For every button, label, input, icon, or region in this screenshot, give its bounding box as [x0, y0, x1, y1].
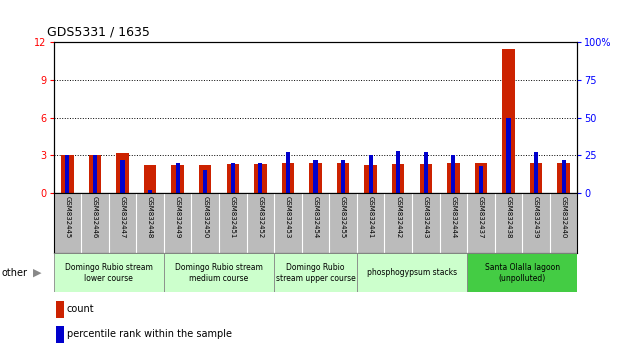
Text: count: count: [67, 304, 95, 314]
Text: GSM832450: GSM832450: [203, 196, 208, 238]
Text: GSM832453: GSM832453: [285, 196, 291, 238]
Text: ▶: ▶: [33, 268, 42, 278]
Text: GSM832449: GSM832449: [175, 196, 180, 238]
Bar: [116, 153, 129, 193]
Text: GSM832441: GSM832441: [368, 196, 374, 238]
Bar: [557, 163, 570, 193]
Bar: [479, 166, 483, 193]
Bar: [467, 253, 577, 292]
Bar: [451, 155, 456, 193]
Bar: [66, 155, 69, 193]
Text: GSM832440: GSM832440: [560, 196, 567, 238]
Bar: [396, 151, 400, 193]
Text: Domingo Rubio
stream upper course: Domingo Rubio stream upper course: [276, 263, 355, 282]
Bar: [227, 164, 239, 193]
Bar: [369, 155, 373, 193]
Bar: [89, 155, 101, 193]
Text: GSM832447: GSM832447: [119, 196, 126, 238]
Text: GSM832438: GSM832438: [505, 196, 512, 239]
Bar: [61, 155, 74, 193]
Bar: [309, 163, 322, 193]
Bar: [231, 163, 235, 193]
Bar: [258, 163, 262, 193]
Text: GSM832452: GSM832452: [257, 196, 263, 238]
Bar: [203, 170, 208, 193]
Text: GSM832443: GSM832443: [423, 196, 428, 238]
Bar: [562, 160, 565, 193]
Text: GSM832455: GSM832455: [340, 196, 346, 238]
Bar: [420, 164, 432, 193]
Bar: [365, 165, 377, 193]
Text: Domingo Rubio stream
medium course: Domingo Rubio stream medium course: [175, 263, 263, 282]
Bar: [54, 253, 164, 292]
Bar: [148, 190, 152, 193]
Bar: [337, 163, 350, 193]
Bar: [144, 165, 156, 193]
Bar: [357, 253, 467, 292]
Bar: [423, 152, 428, 193]
Text: GSM832444: GSM832444: [451, 196, 456, 238]
Bar: [56, 301, 64, 318]
Bar: [286, 152, 290, 193]
Bar: [447, 163, 459, 193]
Text: percentile rank within the sample: percentile rank within the sample: [67, 329, 232, 339]
Bar: [254, 164, 266, 193]
Text: GSM832437: GSM832437: [478, 196, 484, 239]
Bar: [164, 253, 274, 292]
Bar: [281, 163, 294, 193]
Bar: [475, 163, 487, 193]
Text: phosphogypsum stacks: phosphogypsum stacks: [367, 268, 457, 277]
Text: GDS5331 / 1635: GDS5331 / 1635: [47, 26, 150, 39]
Text: Domingo Rubio stream
lower course: Domingo Rubio stream lower course: [65, 263, 153, 282]
Bar: [534, 152, 538, 193]
Bar: [341, 160, 345, 193]
Bar: [56, 326, 64, 343]
Text: GSM832454: GSM832454: [312, 196, 319, 238]
Bar: [530, 163, 542, 193]
Text: GSM832439: GSM832439: [533, 196, 539, 239]
Text: GSM832446: GSM832446: [92, 196, 98, 238]
Text: Santa Olalla lagoon
(unpolluted): Santa Olalla lagoon (unpolluted): [485, 263, 560, 282]
Text: GSM832451: GSM832451: [230, 196, 236, 238]
Text: GSM832448: GSM832448: [147, 196, 153, 238]
Text: GSM832442: GSM832442: [395, 196, 401, 238]
Text: GSM832445: GSM832445: [64, 196, 71, 238]
Bar: [172, 165, 184, 193]
Bar: [175, 163, 180, 193]
Bar: [507, 118, 510, 193]
Bar: [392, 164, 404, 193]
Bar: [274, 253, 357, 292]
Bar: [502, 49, 515, 193]
Text: other: other: [2, 268, 28, 278]
Bar: [121, 160, 124, 193]
Bar: [199, 165, 211, 193]
Bar: [93, 155, 97, 193]
Bar: [314, 160, 317, 193]
